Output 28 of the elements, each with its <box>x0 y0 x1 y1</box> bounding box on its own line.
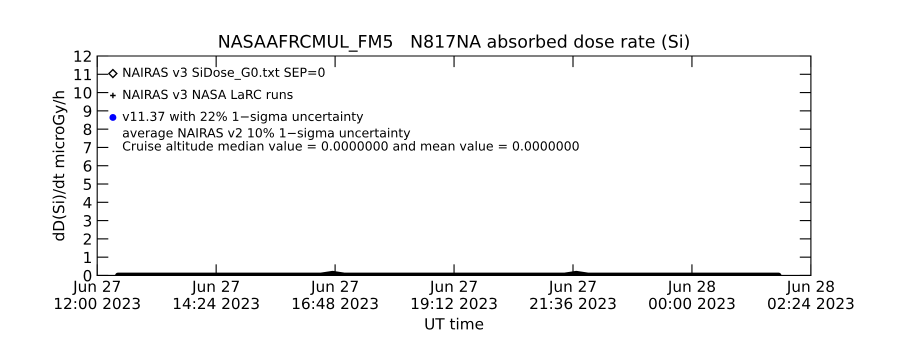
y-tick-label: 5 <box>84 178 92 190</box>
y-tick-label: 8 <box>84 124 92 136</box>
annotation: NAIRAS v3 NASA LaRC runs <box>123 90 293 100</box>
x-tick-label: Jun 27 12:00 2023 <box>54 280 140 310</box>
x-axis-title: UT time <box>425 318 484 330</box>
x-tick-label: Jun 27 19:12 2023 <box>412 280 497 310</box>
x-tick-label: Jun 27 16:48 2023 <box>292 280 378 310</box>
y-axis-title: dD(Si)/dt microGy/h <box>52 91 68 241</box>
y-tick-label: 4 <box>83 196 92 208</box>
y-tick-label: 12 <box>74 50 91 62</box>
chart-title: NASAAFRCMUL_FM5 N817NA absorbed dose rate (Si) <box>219 34 689 52</box>
annotation: average NAIRAS v2 10% 1−sigma uncertainty <box>122 128 410 140</box>
annotation: v11.37 with 22% 1−sigma uncertainty <box>122 111 364 124</box>
y-tick-label: 1 <box>84 252 91 263</box>
x-tick-label: Jun 28 02:24 2023 <box>768 280 854 310</box>
annotation: NAIRAS v3 SiDose_G0.txt SEP=0 <box>123 67 325 80</box>
y-tick-label: 7 <box>84 142 92 154</box>
y-tick-label: 3 <box>84 215 92 227</box>
x-tick-label: Jun 27 14:24 2023 <box>174 280 259 310</box>
annotation: Cruise altitude median value = 0.0000000 and mean value = 0.0000000 <box>122 141 579 151</box>
y-tick-label: 0 <box>84 270 92 282</box>
y-tick-label: 11 <box>74 68 91 80</box>
y-tick-label: 9 <box>84 105 92 117</box>
y-tick-label: 2 <box>84 233 91 245</box>
y-tick-label: 6 <box>84 160 92 172</box>
x-tick-label: Jun 28 00:00 2023 <box>649 280 735 310</box>
x-tick-label: Jun 27 21:36 2023 <box>530 280 616 310</box>
y-tick-label: 10 <box>74 87 92 99</box>
